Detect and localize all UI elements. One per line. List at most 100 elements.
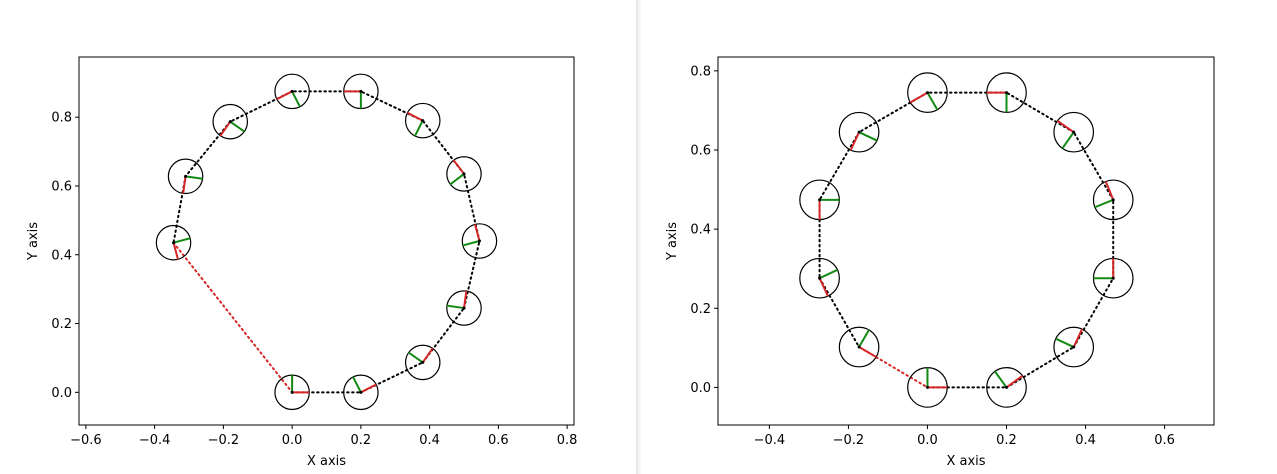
robot-pose [167, 158, 204, 195]
heading-y-axis [229, 120, 245, 133]
y-tick-label: 0.2 [690, 302, 711, 317]
robot-pose [986, 72, 1027, 113]
robot-pose [274, 73, 310, 110]
pose-point [1111, 198, 1115, 202]
heading-y-axis [819, 268, 838, 280]
heading-y-axis [858, 329, 870, 348]
x-axis-label: X axis [946, 454, 985, 469]
x-axis-label: X axis [307, 454, 346, 469]
heading-x-axis [849, 131, 860, 151]
pose-point [421, 360, 425, 364]
heading-y-axis [1061, 131, 1075, 149]
path-segment [1072, 131, 1115, 201]
robot-pose [404, 344, 441, 381]
robot-circle [404, 344, 441, 381]
heading-y-axis [462, 240, 480, 247]
right-plot-panel: −0.4 −0.2 0.0 0.2 0.4 0.6 0.0 0.2 0.4 0.6 0.8 X axi… [642, 0, 1277, 474]
x-tick-label: −0.6 [70, 433, 102, 448]
x-tick-label: 0.0 [917, 433, 938, 448]
x-tick-label: 0.0 [282, 433, 303, 448]
left-plot-panel: −0.6 −0.4 −0.2 0.0 0.2 0.4 0.6 0.8 0.0 0.2 0.4 0.6 0… [0, 0, 636, 474]
robot-circle [986, 367, 1027, 408]
robot-circle [212, 103, 249, 140]
panel-divider [636, 0, 642, 474]
x-tick-label: 0.4 [1075, 433, 1096, 448]
heading-x-axis [219, 121, 232, 137]
heading-x-axis [1005, 374, 1024, 389]
robot-pose [1092, 257, 1134, 299]
x-tick-label: −0.4 [139, 433, 171, 448]
robot-circle [838, 326, 880, 368]
pose-point [857, 130, 861, 134]
heading-y-axis [414, 120, 424, 137]
y-tick-label: 0.8 [690, 64, 711, 79]
robot-circle [167, 158, 204, 195]
heading-y-axis [926, 92, 939, 111]
pose-point [228, 120, 232, 124]
robot-pose [907, 72, 948, 113]
heading-y-axis [173, 237, 191, 244]
path-segment [818, 131, 861, 201]
x-tick-label: 0.2 [996, 433, 1017, 448]
robot-circle [461, 223, 498, 259]
x-tick-label: 0.2 [351, 433, 372, 448]
heading-y-axis [994, 370, 1008, 388]
path-segment [858, 91, 929, 134]
path-segment [818, 277, 861, 349]
robot-pose [461, 223, 498, 259]
heading-y-axis [408, 351, 424, 364]
robot-pose [838, 326, 880, 368]
robot-circle [799, 257, 840, 299]
robot-circle [1092, 179, 1134, 221]
y-tick-label: 0.8 [51, 111, 72, 126]
y-tick-label: 0.2 [51, 317, 72, 332]
pose-point [172, 241, 176, 245]
robot-pose [799, 179, 840, 221]
heading-x-axis [1072, 328, 1083, 348]
heading-y-axis [291, 90, 301, 108]
heading-x-axis [463, 290, 468, 309]
pose-point [1111, 276, 1115, 280]
x-tick-label: 0.6 [1154, 433, 1175, 448]
robot-pose [838, 111, 880, 153]
heading-y-axis [185, 175, 203, 180]
y-tick-label: 0.0 [690, 381, 711, 396]
heading-x-axis [360, 383, 377, 394]
x-tick-label: 0.8 [557, 433, 578, 448]
pose-point [1005, 385, 1009, 389]
pose-point [462, 306, 466, 310]
robot-circle [155, 224, 192, 261]
heading-x-axis [1056, 120, 1075, 134]
pose-point [359, 390, 363, 394]
robot-circle [907, 72, 948, 113]
path-segment [1005, 91, 1075, 134]
pose-point [1072, 345, 1076, 349]
left-robot-trajectory-chart: −0.6 −0.4 −0.2 0.0 0.2 0.4 0.6 0.8 0.0 0.2 0.4 0.6 0… [26, 56, 578, 469]
pose-point [290, 390, 294, 394]
heading-x-axis [452, 159, 465, 175]
pose-point [359, 89, 363, 93]
y-axis-label: Y axis [26, 222, 41, 261]
pose-point [477, 239, 481, 243]
robot-pose [343, 73, 379, 110]
heading-x-axis [909, 91, 928, 104]
robot-circle [1053, 111, 1095, 153]
heading-y-axis [446, 304, 465, 310]
heading-x-axis [1104, 181, 1115, 201]
heading-x-axis [182, 176, 187, 194]
heading-y-axis [1094, 198, 1114, 209]
plot-frame [717, 56, 1215, 426]
pose-point [925, 91, 929, 95]
y-tick-label: 0.6 [51, 179, 72, 194]
robot-pose [404, 102, 441, 139]
y-tick-label: 0.4 [690, 223, 711, 238]
robot-pose [446, 290, 482, 326]
robot-pose [1053, 326, 1095, 368]
robot-circle [274, 73, 310, 110]
heading-x-axis [172, 242, 179, 260]
closing-path-segment [858, 346, 929, 389]
heading-x-axis [818, 277, 829, 297]
path-segment [1072, 277, 1115, 349]
pose-point [818, 198, 822, 202]
robot-pose [986, 367, 1027, 408]
